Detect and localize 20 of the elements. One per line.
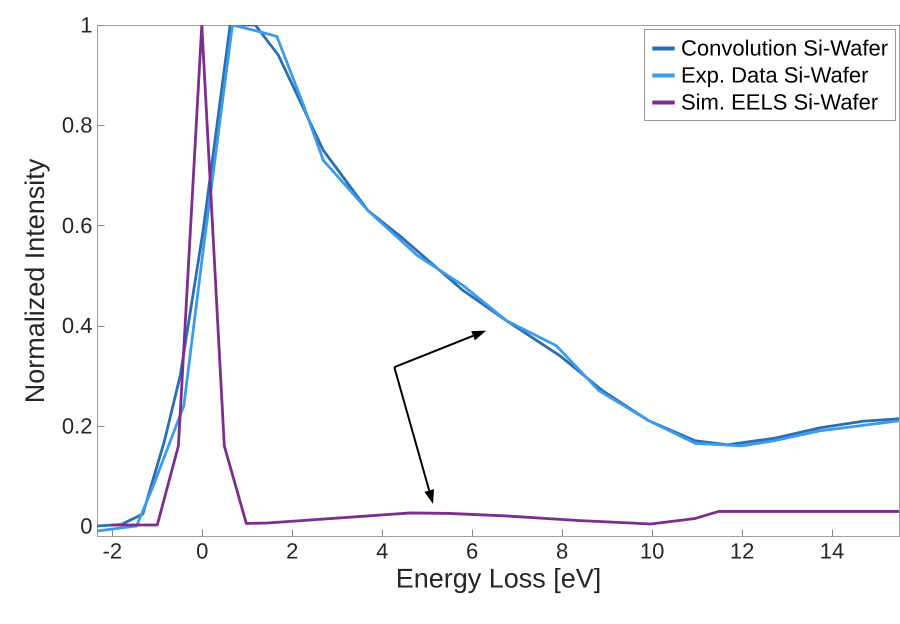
- x-tick-label: 8: [556, 538, 568, 564]
- x-tick-label: 10: [640, 538, 664, 564]
- y-tick-label: 0.4: [62, 313, 92, 338]
- x-tick-label: 4: [376, 538, 388, 564]
- x-tick-label: 0: [196, 538, 208, 564]
- y-axis-title: Normalized Intensity: [20, 158, 50, 404]
- x-tick-label: -2: [102, 538, 122, 564]
- x-tick-label: 6: [466, 538, 478, 564]
- x-tick-label: 14: [820, 538, 844, 564]
- x-tick-label: 12: [730, 538, 754, 564]
- y-tick-label: 1: [80, 12, 92, 38]
- legend-label: Exp. Data Si-Wafer: [681, 62, 868, 88]
- x-axis-title: Energy Loss [eV]: [396, 564, 602, 594]
- legend-label: Convolution Si-Wafer: [681, 36, 888, 60]
- legend-label: Sim. EELS Si-Wafer: [681, 90, 878, 114]
- y-tick-label: 0: [80, 513, 92, 538]
- y-tick-label: 0.8: [62, 112, 92, 138]
- y-tick-label: 0.2: [62, 413, 92, 438]
- y-tick-label: 0.6: [62, 212, 92, 238]
- x-tick-label: 2: [286, 538, 298, 564]
